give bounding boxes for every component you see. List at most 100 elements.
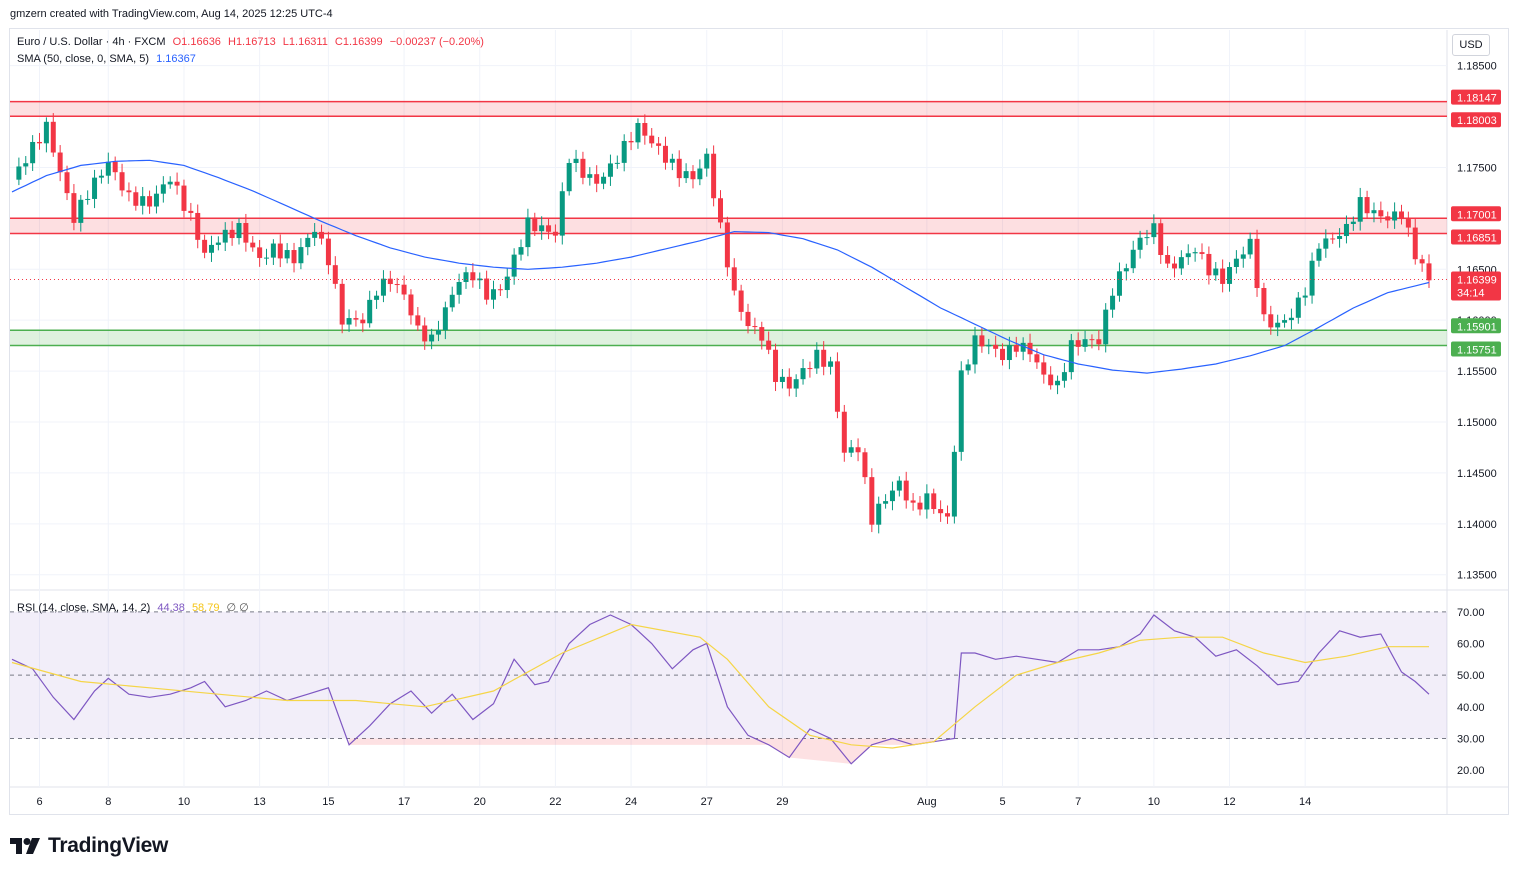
price-tick-label: 1.18500 — [1457, 61, 1497, 73]
candle-body — [1309, 260, 1315, 296]
candle-body — [697, 168, 703, 180]
price-tick-label: 1.17500 — [1457, 162, 1497, 174]
candle-body — [546, 225, 552, 232]
candle-body — [78, 199, 84, 223]
candle-body — [711, 153, 717, 199]
candle-body — [718, 198, 723, 223]
candle-body — [394, 284, 400, 286]
candle-body — [477, 278, 483, 281]
candle-body — [525, 217, 531, 248]
rsi-legend: RSI (14, close, SMA, 14, 2) 44.38 58.79 … — [17, 601, 253, 614]
candle-body — [374, 295, 380, 300]
candle-body — [415, 315, 421, 326]
rsi-label[interactable]: RSI (14, close, SMA, 14, 2) — [17, 602, 151, 614]
candle-body — [621, 140, 627, 163]
candle-body — [669, 158, 675, 163]
symbol-label[interactable]: Euro / U.S. Dollar · 4h · FXCM — [17, 36, 166, 48]
candle-body — [676, 158, 682, 179]
candle-body — [1247, 238, 1253, 255]
candle-body — [1068, 340, 1074, 373]
sma-legend: SMA (50, close, 0, SMA, 5) 1.16367 — [17, 53, 200, 65]
candle-body — [766, 340, 772, 350]
candle-body — [683, 171, 689, 179]
time-tick-label: 5 — [999, 796, 1005, 808]
candle-body — [435, 330, 441, 335]
candle-body — [312, 231, 318, 238]
candle-body — [491, 289, 497, 300]
candle-body — [724, 222, 730, 268]
candle-body — [319, 231, 325, 239]
rsi-tick-label: 50.00 — [1457, 670, 1485, 682]
candle-body — [353, 318, 359, 320]
zone-price-label: 1.16851 — [1457, 233, 1497, 245]
chart-frame[interactable] — [9, 28, 1509, 815]
candle-body — [993, 344, 999, 349]
countdown-label: 34:14 — [1457, 288, 1485, 300]
ohlc-open: O1.16636 — [172, 36, 221, 48]
candle-body — [250, 242, 256, 248]
zone-price-label: 1.15751 — [1457, 345, 1497, 357]
candle-body — [883, 501, 889, 504]
candle-body — [931, 493, 937, 510]
candle-body — [821, 349, 827, 367]
candle-body — [979, 335, 985, 347]
candle-body — [738, 290, 744, 312]
candle-body — [745, 311, 751, 327]
candle-body — [1137, 237, 1143, 250]
candle-body — [1171, 263, 1177, 269]
candle-body — [1268, 314, 1274, 328]
candle-body — [635, 123, 641, 143]
candle-body — [1288, 317, 1294, 321]
candle-body — [552, 231, 558, 236]
candle-body — [800, 368, 806, 380]
candle-body — [504, 276, 510, 291]
candle-body — [1412, 227, 1418, 260]
candle-body — [862, 452, 868, 478]
top-bar: gmzern created with TradingView.com, Aug… — [0, 0, 1519, 28]
candle-body — [1302, 295, 1308, 298]
brand-name: TradingView — [48, 834, 169, 857]
candle-body — [834, 361, 840, 412]
ohlc-change: −0.00237 (−0.20%) — [389, 36, 484, 48]
candle-body — [1158, 223, 1164, 255]
candle-body — [408, 294, 414, 316]
candle-body — [270, 243, 276, 258]
zone-price-label-bg — [1451, 341, 1501, 357]
candle-body — [759, 327, 765, 341]
time-tick-label: 27 — [701, 796, 713, 808]
time-tick-label: 13 — [254, 796, 266, 808]
candle-body — [380, 278, 386, 296]
footer-brand[interactable]: TradingView — [10, 832, 168, 860]
rsi-oversold-fill — [349, 738, 934, 764]
candle-body — [181, 185, 187, 211]
candle-body — [332, 265, 338, 284]
candle-body — [938, 509, 944, 514]
time-tick-label: 29 — [776, 796, 788, 808]
candle-body — [566, 162, 572, 192]
sma-label[interactable]: SMA (50, close, 0, SMA, 5) — [17, 53, 150, 65]
candle-body — [202, 239, 208, 253]
candle-body — [944, 513, 950, 517]
candle-body — [1316, 248, 1322, 261]
candle-body — [422, 325, 428, 342]
candle-body — [876, 503, 882, 525]
candle-body — [1330, 238, 1336, 240]
candle-body — [649, 135, 655, 144]
author-caption: gmzern created with TradingView.com, Aug… — [10, 8, 333, 20]
tradingview-logo-icon — [10, 838, 40, 854]
ohlc-close: C1.16399 — [334, 36, 383, 48]
price-tick-label: 1.13500 — [1457, 570, 1497, 582]
candle-body — [601, 176, 607, 184]
candle-body — [828, 361, 834, 367]
candle-body — [277, 243, 283, 259]
time-tick-label: 12 — [1223, 796, 1235, 808]
candle-body — [614, 162, 620, 164]
currency-button[interactable]: USD — [1452, 34, 1490, 56]
candle-body — [594, 174, 600, 184]
candle-body — [1103, 309, 1109, 345]
candle-body — [628, 140, 634, 143]
candle-body — [814, 349, 820, 369]
candle-body — [64, 172, 70, 194]
candle-body — [511, 254, 517, 277]
